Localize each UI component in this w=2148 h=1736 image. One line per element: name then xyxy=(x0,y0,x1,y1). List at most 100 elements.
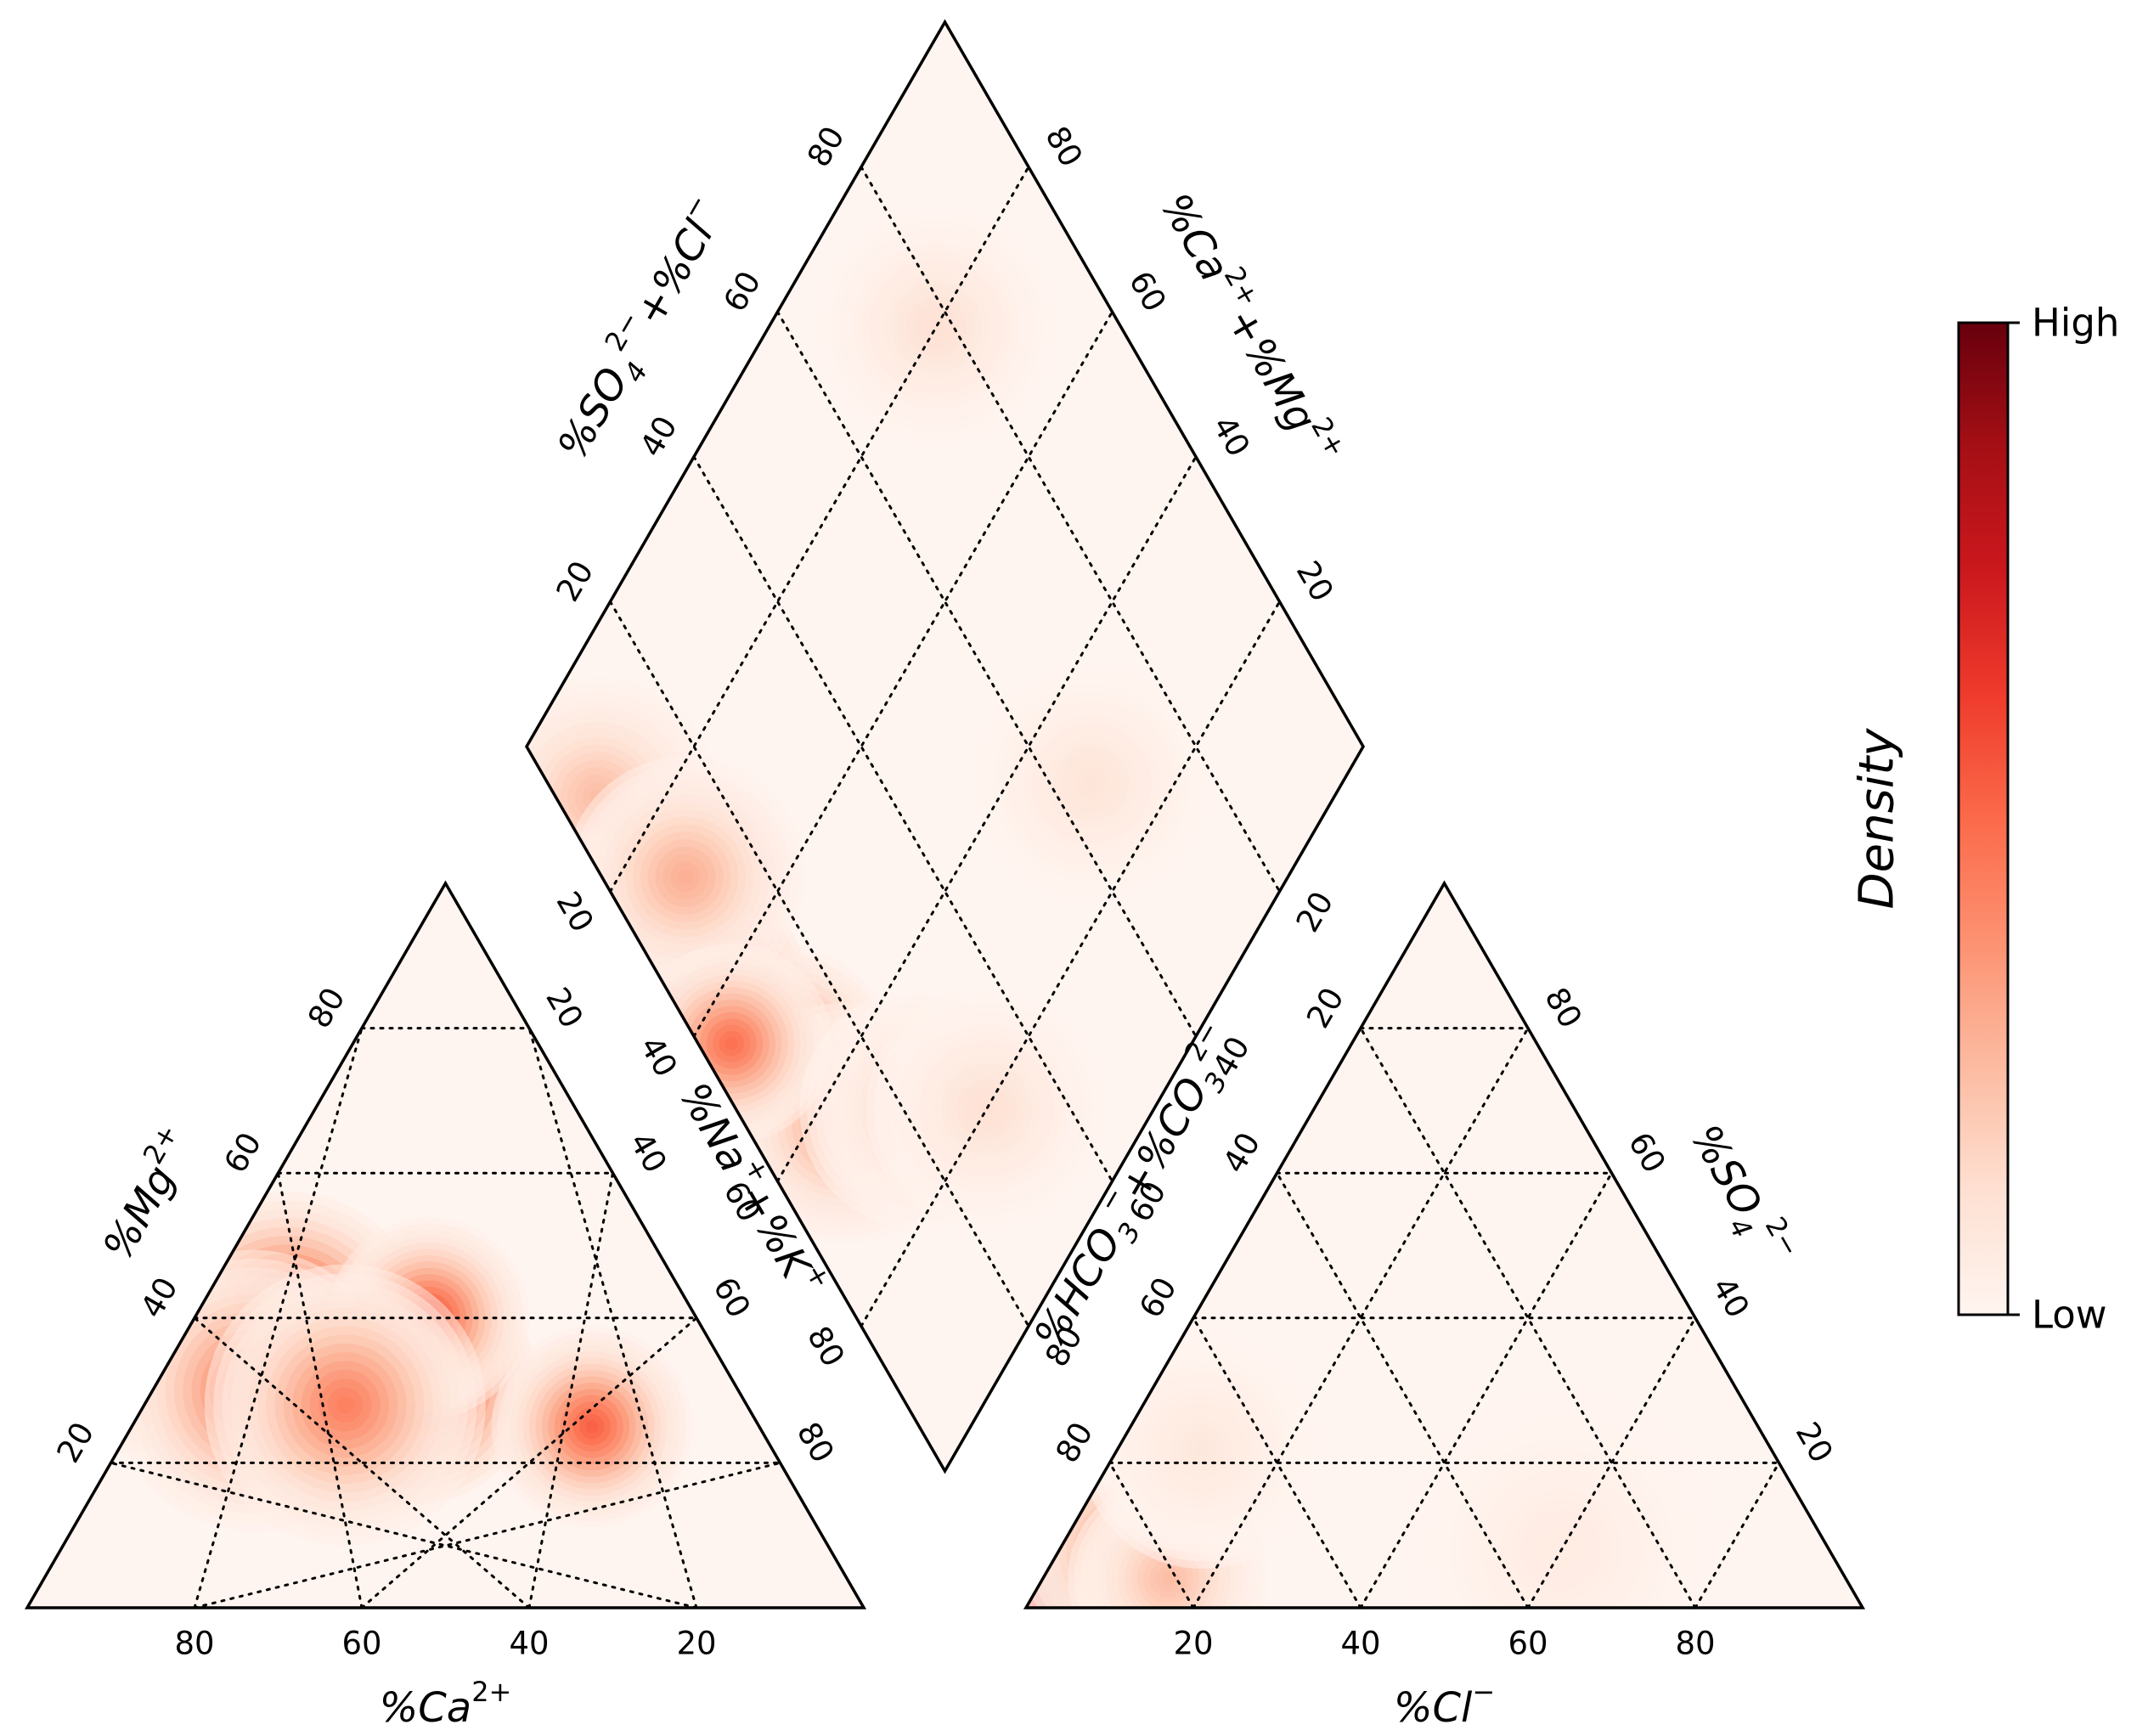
cation-left-axis-label: %Mg2+ xyxy=(87,1119,205,1268)
colorbar-high-label: High xyxy=(2032,301,2119,346)
cation-density-blob xyxy=(104,1317,134,1348)
diamond-upper-left-tick: 60 xyxy=(717,265,769,318)
cation-density-blob xyxy=(88,1302,149,1363)
cation-left-tick: 40 xyxy=(133,1271,185,1324)
diamond-density-blob xyxy=(928,318,944,335)
diamond-upper-left-tick: 80 xyxy=(800,120,852,172)
diamond-grid-line xyxy=(860,600,1281,1327)
cation-left-tick: 60 xyxy=(217,1126,269,1179)
cation-right-tick: 80 xyxy=(790,1416,842,1468)
diamond-grid-line xyxy=(609,166,1030,893)
diamond-grid-line xyxy=(776,455,1198,1183)
cation-density-blob xyxy=(123,1023,250,1149)
cation-x-tick: 20 xyxy=(676,1626,716,1662)
cation-left-tick: 80 xyxy=(301,981,352,1034)
diamond-upper-right-tick: 40 xyxy=(1205,410,1257,463)
anion-right-axis-label: %SO42− xyxy=(1674,1113,1807,1278)
cation-x-tick: 40 xyxy=(509,1626,549,1662)
anion-grid-line xyxy=(1192,1027,1530,1609)
diamond-lower-right-tick: 20 xyxy=(1289,885,1341,938)
cation-density-blob xyxy=(585,1420,599,1434)
colorbar: High Low Density xyxy=(1850,301,2120,1338)
diamond-grid-line xyxy=(692,455,1113,1183)
cation-density-blob xyxy=(136,1035,237,1136)
anion-left-tick: 40 xyxy=(1216,1126,1268,1179)
diamond-upper-left-tick: 20 xyxy=(550,555,601,607)
anion-x-tick: 60 xyxy=(1508,1626,1548,1662)
cation-density-blob xyxy=(336,1395,354,1414)
cation-grid-line xyxy=(277,1171,364,1609)
cation-grid-line xyxy=(360,1316,698,1609)
grid-layer xyxy=(110,166,1780,1609)
anion-right-axis-label-part: %SO xyxy=(1681,1117,1770,1225)
anion-grid-line xyxy=(1192,1316,1362,1609)
anion-right-tick: 60 xyxy=(1621,1126,1673,1179)
anion-triangle-frame xyxy=(1023,880,1866,1609)
diamond-grid-line xyxy=(692,310,1113,1038)
cation-grid-line xyxy=(193,1316,531,1609)
diamond-density-blob xyxy=(724,1037,738,1051)
anion-right-tick: 80 xyxy=(1537,981,1589,1034)
diamond-lower-left-tick: 40 xyxy=(633,1030,685,1083)
anion-left-tick: 60 xyxy=(1132,1271,1184,1324)
cation-density-blob xyxy=(173,1074,199,1099)
diamond-upper-left-axis-label-part: +%Cl xyxy=(626,212,724,334)
cation-density-blob xyxy=(161,1061,211,1112)
anion-grid-line xyxy=(1359,1027,1697,1609)
diamond-lower-left-tick: 20 xyxy=(550,885,601,938)
diamond-upper-left-tick: 40 xyxy=(633,410,685,463)
anion-grid-line xyxy=(1276,1171,1530,1609)
anion-right-axis-label-part: 2− xyxy=(1759,1211,1807,1262)
cation-x-axis-label-part: 2+ xyxy=(471,1676,511,1708)
anion-x-tick: 40 xyxy=(1340,1626,1380,1662)
colorbar-title: Density xyxy=(1850,728,1905,910)
diamond-grid-line xyxy=(776,310,1198,1038)
anion-grid-line xyxy=(1359,1171,1613,1609)
anion-right-tick: 40 xyxy=(1705,1271,1756,1324)
cation-grid-line xyxy=(110,1461,698,1609)
cation-triangle-frame xyxy=(24,880,867,1609)
anion-x-tick: 20 xyxy=(1173,1626,1213,1662)
density-heat-layer xyxy=(27,21,1863,1608)
anion-x-tick: 80 xyxy=(1675,1626,1715,1662)
diamond-density-blob xyxy=(1084,775,1099,791)
colorbar-gradient xyxy=(1957,321,2010,1316)
cation-density-blob xyxy=(148,1048,224,1124)
cation-left-axis-label-part: %Mg xyxy=(94,1158,185,1268)
diamond-upper-right-tick: 20 xyxy=(1289,555,1341,607)
diamond-lower-left-tick: 80 xyxy=(800,1320,852,1372)
cation-x-tick: 80 xyxy=(174,1626,214,1662)
diamond-density xyxy=(527,206,1212,1244)
diamond-frame xyxy=(524,19,1366,1474)
cation-grid-line xyxy=(527,1027,698,1609)
cation-density-blob xyxy=(155,1054,218,1118)
diamond-upper-right-tick: 60 xyxy=(1122,265,1174,318)
cation-right-tick: 60 xyxy=(706,1271,758,1324)
cation-density-blob xyxy=(96,1310,142,1356)
diamond-grid-line xyxy=(860,166,1281,893)
cation-left-tick: 20 xyxy=(50,1416,102,1468)
anion-x-axis-label: %Cl− xyxy=(1394,1676,1495,1732)
diamond-upper-right-tick: 80 xyxy=(1038,120,1090,172)
cation-grid-line xyxy=(527,1171,614,1609)
cation-right-tick: 40 xyxy=(623,1126,674,1179)
cation-grid-line xyxy=(193,1461,781,1609)
cation-x-axis-label-part: %Ca xyxy=(380,1684,472,1732)
diamond-grid-line xyxy=(609,600,1030,1327)
colorbar-low-label: Low xyxy=(2032,1293,2107,1338)
cation-x-axis-label: %Ca2+ xyxy=(380,1676,512,1732)
cation-x-tick: 60 xyxy=(341,1626,381,1662)
anion-grid-line xyxy=(1694,1461,1780,1609)
cation-density-blob xyxy=(142,1042,230,1130)
anion-density-blob xyxy=(1162,1572,1175,1586)
anion-left-tick: 20 xyxy=(1300,981,1351,1034)
anion-density-blob xyxy=(1193,1440,1209,1457)
anion-x-axis-label-part: %Cl xyxy=(1394,1684,1473,1732)
anion-x-axis-label-part: − xyxy=(1472,1676,1495,1708)
anion-right-tick: 20 xyxy=(1789,1416,1841,1468)
cation-density-blob xyxy=(179,1079,193,1093)
anion-left-tick: 80 xyxy=(1049,1416,1101,1468)
anion-grid-line xyxy=(1108,1461,1195,1609)
